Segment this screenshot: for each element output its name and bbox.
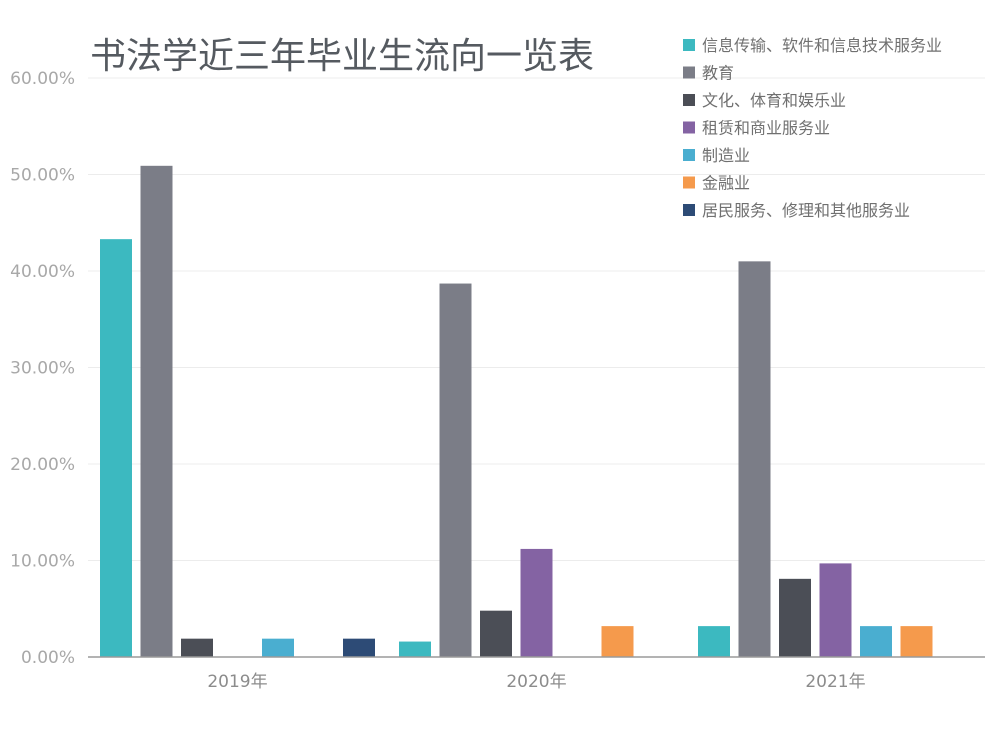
gridlines [88, 77, 985, 561]
chart-title: 书法学近三年毕业生流向一览表 [90, 36, 594, 77]
legend-swatch [683, 204, 695, 216]
bar [698, 626, 730, 657]
legend-label: 租赁和商业服务业 [702, 119, 830, 138]
legend-swatch [683, 121, 695, 134]
legend-swatch [683, 176, 695, 189]
x-tick-label: 2019年 [207, 672, 267, 692]
bar [181, 638, 213, 657]
y-tick-label: 50.00% [10, 166, 75, 186]
y-tick-label: 20.00% [10, 455, 75, 475]
x-axis-ticks: 2019年 2020年 2021年 [207, 672, 865, 692]
bar [100, 239, 132, 657]
bar [779, 578, 811, 657]
y-tick-label: 30.00% [10, 359, 75, 379]
bar [480, 610, 512, 657]
bar [343, 638, 375, 657]
legend-swatch [683, 66, 695, 79]
legend-swatch [683, 94, 695, 106]
y-axis-ticks: 0.00% 10.00% 20.00% 30.00% 40.00% 50.00% 60.00… [10, 69, 75, 668]
legend-label: 文化、体育和娱乐业 [702, 91, 846, 110]
bar [860, 626, 892, 657]
legend-label: 居民服务、修理和其他服务业 [702, 201, 910, 220]
bar [819, 563, 852, 657]
bar [900, 626, 933, 657]
y-tick-label: 0.00% [21, 648, 75, 668]
legend-label: 教育 [702, 64, 734, 83]
legend-swatch [683, 149, 695, 161]
bar [399, 641, 431, 657]
bar [439, 283, 472, 657]
legend: 信息传输、软件和信息技术服务业教育文化、体育和娱乐业租赁和商业服务业制造业金融业… [683, 36, 942, 220]
legend-label: 信息传输、软件和信息技术服务业 [702, 36, 942, 55]
y-tick-label: 10.00% [10, 552, 75, 572]
legend-swatch [683, 39, 695, 51]
legend-label: 金融业 [702, 174, 750, 193]
x-tick-label: 2021年 [805, 672, 865, 692]
legend-label: 制造业 [702, 146, 750, 165]
bar [262, 638, 294, 657]
bar [520, 548, 553, 657]
y-tick-label: 60.00% [10, 69, 75, 89]
bars [100, 165, 933, 657]
x-tick-label: 2020年 [506, 672, 566, 692]
bar [738, 261, 771, 657]
bar [601, 626, 634, 657]
y-tick-label: 40.00% [10, 262, 75, 282]
bar [140, 165, 173, 657]
